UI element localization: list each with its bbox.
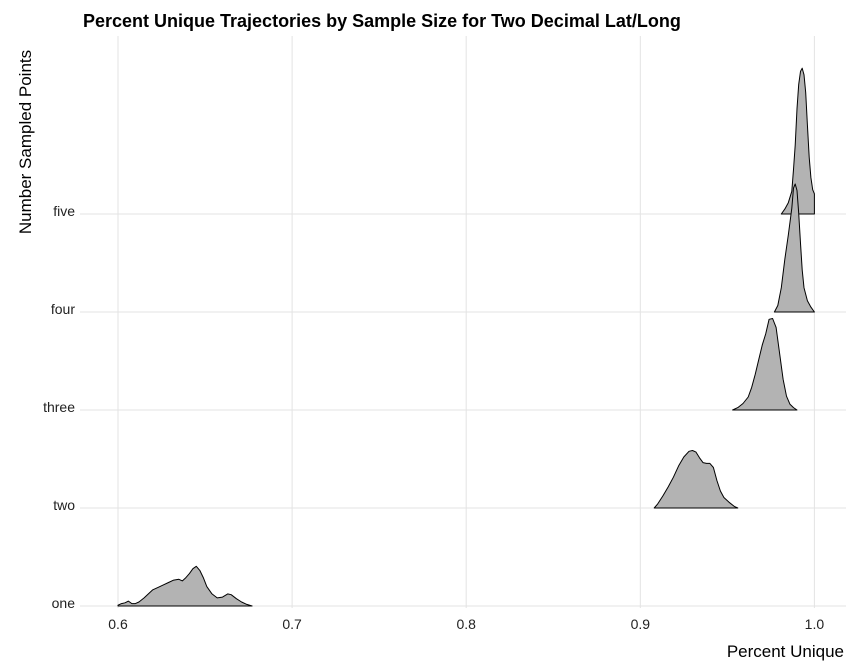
y-axis-title: Number Sampled Points — [16, 50, 35, 234]
ridge-four — [773, 183, 815, 313]
y-tick-label-two: two — [53, 497, 75, 513]
ridge-five — [780, 67, 815, 215]
x-tick-label-4: 1.0 — [805, 616, 825, 632]
grid — [80, 36, 846, 608]
x-tick-label-0: 0.6 — [108, 616, 128, 632]
y-tick-label-five: five — [53, 203, 75, 219]
y-tick-label-four: four — [51, 301, 75, 317]
x-tick-label-3: 0.9 — [631, 616, 651, 632]
y-tick-label-one: one — [52, 595, 76, 611]
x-axis-ticks: 0.6 0.7 0.8 0.9 1.0 — [108, 616, 824, 632]
ridge-three — [732, 318, 798, 411]
ridge-two — [653, 450, 739, 509]
ridge-one — [117, 565, 253, 607]
x-tick-label-1: 0.7 — [282, 616, 302, 632]
ridges — [117, 67, 815, 607]
y-tick-label-three: three — [43, 399, 75, 415]
x-tick-label-2: 0.8 — [456, 616, 476, 632]
y-axis-ticks: one two three four five — [43, 203, 75, 611]
x-axis-title: Percent Unique — [727, 642, 844, 661]
chart-title: Percent Unique Trajectories by Sample Si… — [83, 11, 681, 31]
